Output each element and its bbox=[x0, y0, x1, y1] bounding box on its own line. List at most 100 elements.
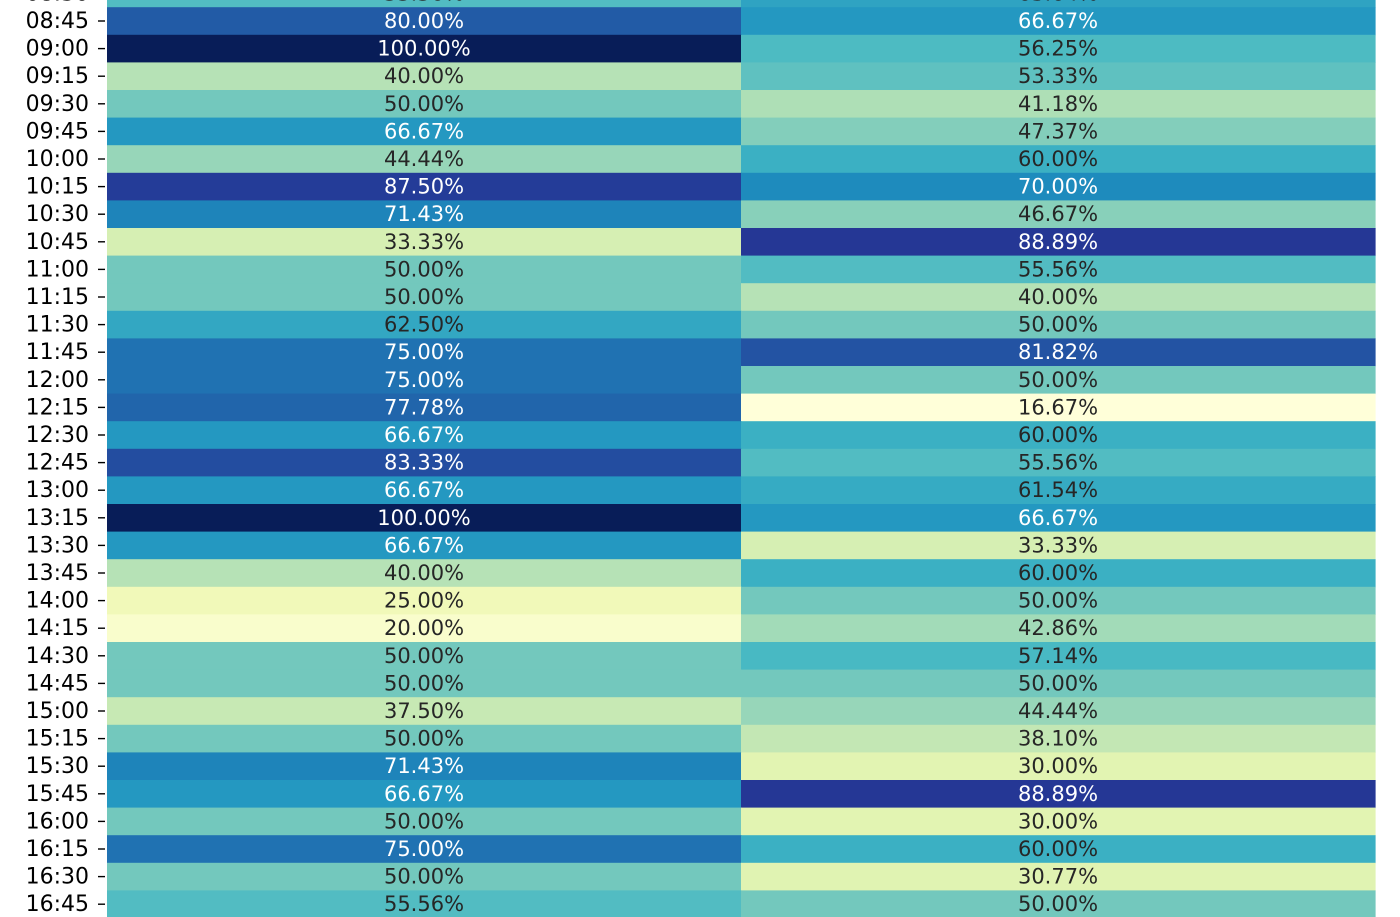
cell-annotation: 50.00% bbox=[384, 257, 464, 281]
heatmap-cell bbox=[741, 338, 1376, 367]
heatmap-cell bbox=[741, 862, 1376, 891]
heatmap-cell bbox=[741, 393, 1376, 422]
heatmap-cell bbox=[107, 448, 742, 477]
cell-annotation: 55.56% bbox=[1018, 451, 1098, 475]
cell-annotation: 50.00% bbox=[384, 809, 464, 833]
y-tick-label: 13:15 bbox=[26, 506, 89, 531]
cell-annotation: 71.43% bbox=[384, 202, 464, 226]
cell-annotation: 57.14% bbox=[1018, 644, 1098, 668]
cell-annotation: 33.33% bbox=[1018, 533, 1098, 557]
y-tick-label: 16:15 bbox=[26, 837, 89, 862]
cell-annotation: 60.00% bbox=[1018, 147, 1098, 171]
heatmap-cell bbox=[107, 338, 742, 367]
y-tick-label: 08:45 bbox=[26, 9, 89, 34]
heatmap-cell bbox=[107, 62, 742, 91]
heatmap-cell bbox=[107, 724, 742, 753]
heatmap-cell bbox=[741, 614, 1376, 643]
heatmap-cell bbox=[741, 642, 1376, 671]
y-tick-label: 13:00 bbox=[26, 478, 89, 503]
y-tick-label: 14:45 bbox=[26, 671, 89, 696]
cell-annotation: 55.56% bbox=[384, 0, 464, 5]
heatmap-cell bbox=[107, 669, 742, 698]
cell-annotation: 66.67% bbox=[384, 782, 464, 806]
heatmap-cell bbox=[107, 255, 742, 284]
cell-annotation: 75.00% bbox=[384, 837, 464, 861]
y-tick-label: 11:00 bbox=[26, 257, 89, 282]
heatmap-cell bbox=[741, 559, 1376, 588]
cell-annotation: 50.00% bbox=[384, 285, 464, 309]
heatmap-cell bbox=[741, 34, 1376, 63]
cell-annotation: 50.00% bbox=[1018, 671, 1098, 695]
heatmap-cells bbox=[107, 0, 1376, 917]
heatmap-cell bbox=[107, 614, 742, 643]
cell-annotation: 46.67% bbox=[1018, 202, 1098, 226]
cell-annotation: 66.67% bbox=[1018, 9, 1098, 33]
cell-annotation: 30.00% bbox=[1018, 754, 1098, 778]
heatmap-cell bbox=[741, 283, 1376, 312]
y-tick-label: 13:30 bbox=[26, 533, 89, 558]
cell-annotation: 100.00% bbox=[377, 506, 470, 530]
y-tick-label: 14:00 bbox=[26, 589, 89, 614]
heatmap-cell bbox=[107, 172, 742, 201]
heatmap-cell bbox=[741, 807, 1376, 836]
y-tick-label: 12:15 bbox=[26, 395, 89, 420]
heatmap-cell bbox=[741, 780, 1376, 809]
heatmap-cell bbox=[107, 504, 742, 533]
heatmap-cell bbox=[107, 559, 742, 588]
cell-annotation: 55.56% bbox=[384, 892, 464, 916]
heatmap-cell bbox=[107, 283, 742, 312]
heatmap-cell bbox=[107, 228, 742, 257]
cell-annotation: 25.00% bbox=[384, 589, 464, 613]
cell-annotation: 61.54% bbox=[1018, 478, 1098, 502]
y-tick-label: 14:30 bbox=[26, 644, 89, 669]
cell-annotation: 40.00% bbox=[1018, 285, 1098, 309]
heatmap-cell bbox=[741, 531, 1376, 560]
cell-annotation: 63.64% bbox=[1018, 0, 1098, 5]
heatmap-cell bbox=[107, 90, 742, 119]
heatmap-cell bbox=[741, 7, 1376, 36]
heatmap-cell bbox=[741, 366, 1376, 395]
heatmap-cell bbox=[741, 724, 1376, 753]
heatmap-cell bbox=[107, 780, 742, 809]
y-tick-label: 10:30 bbox=[26, 202, 89, 227]
heatmap-cell bbox=[107, 890, 742, 917]
cell-annotation: 60.00% bbox=[1018, 561, 1098, 585]
y-tick-label: 09:15 bbox=[26, 64, 89, 89]
cell-annotation: 37.50% bbox=[384, 699, 464, 723]
y-tick-label: 08:30 bbox=[26, 0, 89, 6]
heatmap-cell bbox=[741, 117, 1376, 146]
cell-annotation: 33.33% bbox=[384, 230, 464, 254]
y-tick-label: 09:45 bbox=[26, 119, 89, 144]
cell-annotation: 41.18% bbox=[1018, 92, 1098, 116]
y-tick-label: 11:45 bbox=[26, 340, 89, 365]
y-tick-label: 16:30 bbox=[26, 865, 89, 890]
cell-annotation: 44.44% bbox=[1018, 699, 1098, 723]
cell-annotation: 50.00% bbox=[1018, 589, 1098, 613]
heatmap-cell bbox=[107, 697, 742, 726]
y-tick-label: 15:30 bbox=[26, 754, 89, 779]
y-tick-label: 15:45 bbox=[26, 782, 89, 807]
heatmap-cell bbox=[107, 366, 742, 395]
cell-annotation: 50.00% bbox=[384, 865, 464, 889]
heatmap-cell bbox=[741, 90, 1376, 119]
cell-annotation: 38.10% bbox=[1018, 727, 1098, 751]
cell-annotation: 66.67% bbox=[384, 119, 464, 143]
cell-annotation: 70.00% bbox=[1018, 175, 1098, 199]
cell-annotation: 88.89% bbox=[1018, 782, 1098, 806]
heatmap-cell bbox=[741, 310, 1376, 339]
y-tick-label: 16:45 bbox=[26, 892, 89, 917]
heatmap-cell bbox=[107, 835, 742, 864]
cell-annotation: 83.33% bbox=[384, 451, 464, 475]
y-tick-label: 12:00 bbox=[26, 368, 89, 393]
cell-annotation: 50.00% bbox=[384, 92, 464, 116]
y-tick-label: 12:45 bbox=[26, 451, 89, 476]
y-tick-label: 13:45 bbox=[26, 561, 89, 586]
cell-annotation: 66.67% bbox=[384, 423, 464, 447]
cell-annotation: 50.00% bbox=[384, 671, 464, 695]
heatmap-cell bbox=[741, 62, 1376, 91]
cell-annotation: 66.67% bbox=[384, 478, 464, 502]
cell-annotation: 50.00% bbox=[1018, 368, 1098, 392]
cell-annotation: 56.25% bbox=[1018, 37, 1098, 61]
cell-annotation: 66.67% bbox=[1018, 506, 1098, 530]
y-tick-label: 16:00 bbox=[26, 809, 89, 834]
